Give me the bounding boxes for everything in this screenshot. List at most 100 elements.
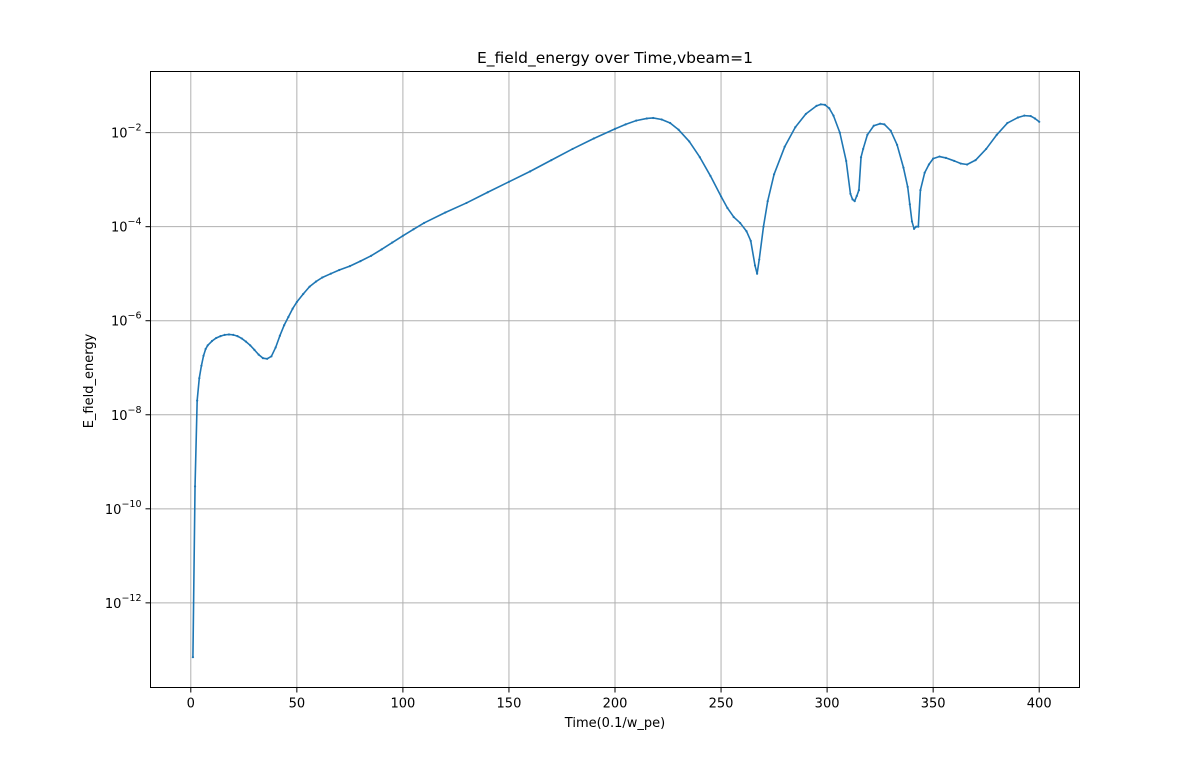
data-point (295, 300, 298, 304)
data-point (266, 357, 269, 360)
data-point (985, 147, 988, 151)
data-point (677, 128, 680, 131)
data-point (236, 335, 239, 338)
data-point (923, 171, 926, 174)
x-axis-ticks: 0 50 100 150 200 250 300 350 400 (187, 687, 1052, 712)
data-point (762, 225, 765, 228)
y-tick-label: 10−2 (111, 123, 142, 142)
y-tick-label: 10−6 (111, 311, 142, 330)
data-point (550, 159, 553, 162)
data-point (261, 357, 265, 360)
data-point (1023, 114, 1026, 117)
data-point (1016, 116, 1020, 119)
x-tick-label: 250 (709, 697, 734, 712)
data-point (338, 268, 341, 272)
data-point (329, 272, 332, 275)
data-point (828, 107, 831, 110)
data-point (866, 133, 869, 136)
y-tick-label: 10−4 (111, 217, 142, 236)
data-point (815, 104, 818, 108)
x-tick-label: 400 (1027, 697, 1052, 712)
data-point (953, 159, 956, 163)
grid (150, 71, 1080, 688)
data-point (995, 133, 998, 136)
data-point (709, 174, 712, 178)
x-tick-label: 200 (603, 697, 628, 712)
data-point (739, 221, 742, 225)
data-point (819, 103, 822, 106)
data-point (198, 377, 201, 380)
data-point (919, 188, 922, 192)
y-tick-label: 10−10 (105, 499, 142, 518)
data-point (507, 180, 511, 183)
data-point (652, 116, 655, 120)
data-point (191, 656, 195, 659)
x-tick-label: 150 (497, 697, 522, 712)
data-point (883, 123, 886, 126)
x-tick-label: 50 (289, 697, 306, 712)
x-axis-label: Time(0.1/w_pe) (564, 716, 665, 731)
data-point (832, 114, 835, 117)
data-point (227, 333, 231, 336)
data-point (965, 163, 969, 166)
data-point (766, 199, 769, 203)
data-point (486, 191, 489, 194)
data-point (257, 353, 260, 356)
data-point (959, 162, 962, 165)
data-point (698, 156, 701, 159)
data-point (283, 324, 286, 327)
data-point (927, 163, 931, 166)
data-point (845, 159, 848, 163)
x-tick-label: 350 (921, 697, 946, 712)
data-point (749, 239, 752, 242)
data-point (783, 145, 786, 148)
data-point (423, 221, 426, 225)
data-point (660, 118, 663, 121)
data-point (348, 265, 351, 268)
data-point (1033, 117, 1037, 120)
data-point (412, 228, 415, 231)
data-point (635, 119, 638, 122)
data-point (889, 129, 892, 132)
data-point (302, 292, 305, 296)
chart-title: E_field_energy over Time,vbeam=1 (477, 49, 753, 68)
data-point (223, 333, 226, 336)
series-layer (191, 103, 1041, 659)
data-point (912, 227, 916, 230)
data-point (974, 159, 977, 162)
data-point (1029, 114, 1032, 118)
data-point (219, 335, 222, 338)
data-point (862, 147, 865, 151)
data-point (772, 173, 776, 176)
data-point (380, 248, 383, 251)
y-axis-label: E_field_energy (82, 333, 97, 428)
data-point (917, 225, 920, 228)
data-point (645, 117, 648, 120)
data-point (215, 336, 218, 340)
data-point (369, 254, 373, 257)
y-tick-label: 10−8 (111, 405, 142, 424)
data-point (857, 188, 861, 192)
data-point (932, 157, 935, 160)
data-point (270, 355, 273, 358)
data-point (592, 137, 595, 140)
data-point (1006, 121, 1009, 125)
data-point (253, 348, 256, 351)
data-point (872, 124, 875, 127)
data-point (444, 211, 447, 214)
data-point (756, 272, 759, 275)
data-point (196, 399, 199, 402)
data-point (732, 215, 735, 219)
data-point (758, 258, 761, 261)
data-point (726, 206, 729, 210)
data-point (908, 203, 911, 206)
data-point (240, 337, 243, 340)
data-point (391, 241, 394, 244)
data-point (249, 344, 252, 347)
data-point (855, 194, 858, 198)
data-point (669, 121, 672, 125)
data-point (859, 156, 863, 159)
data-point (838, 131, 841, 134)
